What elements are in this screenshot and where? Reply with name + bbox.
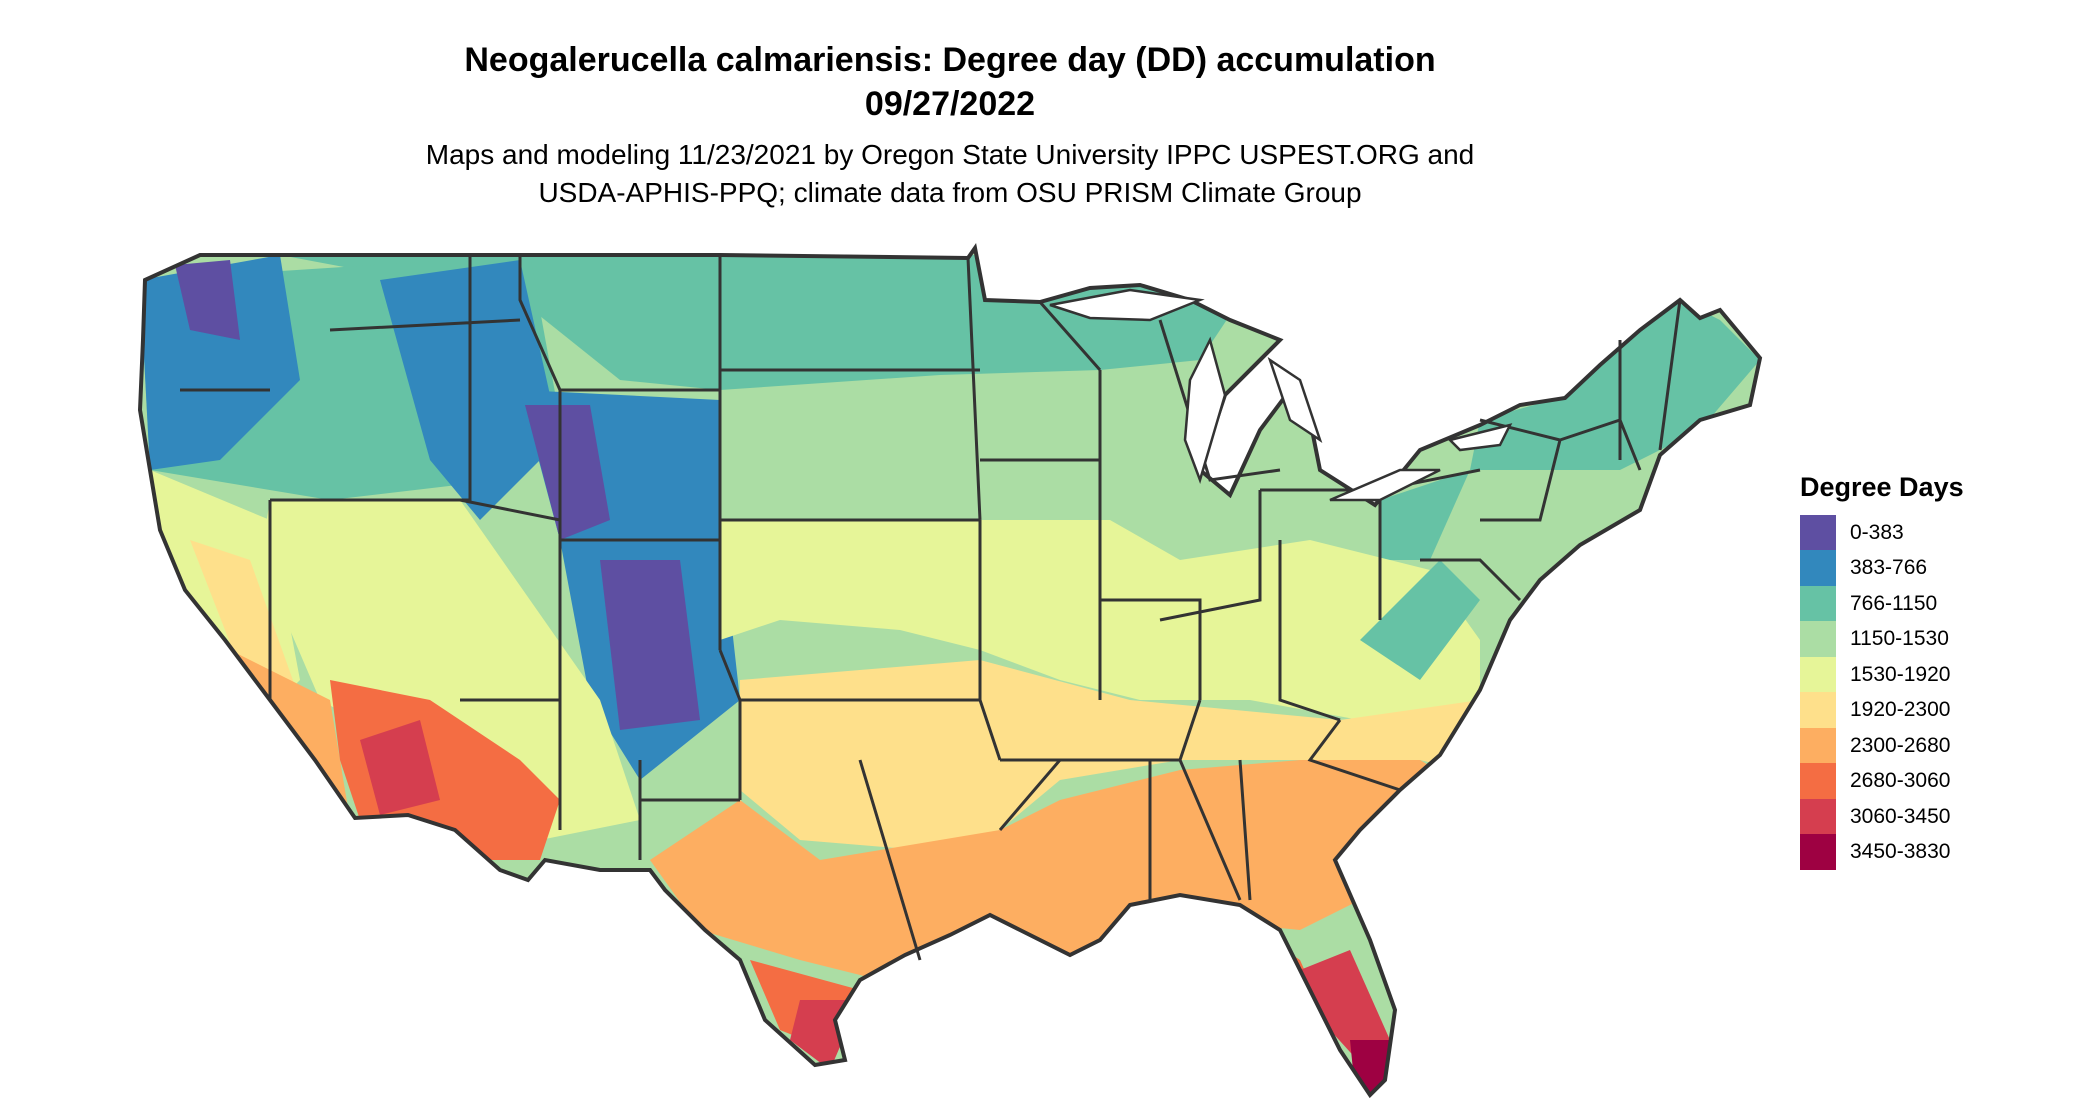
legend-swatch bbox=[1800, 585, 1836, 622]
zone-appalachian-north bbox=[1380, 470, 1470, 560]
legend-item: 3450-3830 bbox=[1800, 834, 1964, 871]
legend-item: 1920-2300 bbox=[1800, 692, 1964, 729]
legend-swatch bbox=[1800, 692, 1836, 729]
legend-label: 3450-3830 bbox=[1850, 840, 1951, 864]
map-title-date: 09/27/2022 bbox=[864, 85, 1036, 123]
great-lakes bbox=[1049, 288, 1513, 502]
zone-south-central bbox=[740, 660, 1520, 850]
map-subtitle: Maps and modeling 11/23/2021 by Oregon S… bbox=[0, 136, 1900, 212]
legend-swatch bbox=[1800, 798, 1836, 835]
legend-items: 0-383 383-766 766-1150 1150-1530 1530-1920 19… bbox=[1800, 514, 1964, 871]
legend-label: 2300-2680 bbox=[1850, 733, 1951, 757]
lake-superior bbox=[1049, 288, 1205, 322]
zone-cascades bbox=[140, 255, 300, 470]
legend-label: 1150-1530 bbox=[1850, 627, 1949, 651]
legend-swatch bbox=[1800, 763, 1836, 800]
legend-item: 766-1150 bbox=[1800, 585, 1964, 622]
map-subtitle-line2: USDA-APHIS-PPQ; climate data from OSU PR… bbox=[538, 177, 1362, 208]
map-subtitle-line1: Maps and modeling 11/23/2021 by Oregon S… bbox=[425, 139, 1475, 170]
legend-label: 2680-3060 bbox=[1850, 769, 1951, 793]
legend-label: 0-383 bbox=[1850, 520, 1904, 544]
lake-erie bbox=[1329, 468, 1441, 502]
lake-ontario bbox=[1447, 423, 1513, 452]
legend-label: 3060-3450 bbox=[1850, 804, 1951, 828]
legend-swatch bbox=[1800, 727, 1836, 764]
legend-title: Degree Days bbox=[1800, 472, 1964, 502]
zone-wyoming-peaks bbox=[525, 405, 610, 540]
legend-swatch bbox=[1800, 656, 1836, 693]
legend-swatch bbox=[1800, 550, 1836, 587]
legend-label: 383-766 bbox=[1850, 556, 1928, 580]
legend: Degree Days 0-383 383-766 766-1150 1150-153… bbox=[1800, 472, 1964, 871]
legend-item: 2680-3060 bbox=[1800, 763, 1964, 800]
zone-colorado-peaks bbox=[600, 560, 700, 730]
lake-huron bbox=[1267, 356, 1323, 444]
zone-south-texas bbox=[790, 1000, 860, 1070]
legend-item: 383-766 bbox=[1800, 550, 1964, 587]
lake-michigan bbox=[1183, 336, 1227, 484]
legend-swatch bbox=[1800, 834, 1836, 871]
legend-label: 1920-2300 bbox=[1850, 698, 1951, 722]
zone-great-basin bbox=[260, 500, 640, 840]
legend-label: 1530-1920 bbox=[1850, 662, 1951, 686]
zone-appalachians bbox=[1360, 560, 1480, 680]
legend-label: 766-1150 bbox=[1850, 591, 1938, 615]
zone-northeast bbox=[1470, 300, 1760, 470]
legend-swatch bbox=[1800, 621, 1836, 658]
zone-lower-colorado-river bbox=[360, 720, 440, 815]
legend-swatch bbox=[1800, 514, 1836, 551]
map-title: Neogalerucella calmariensis: Degree day … bbox=[0, 38, 1900, 126]
legend-item: 3060-3450 bbox=[1800, 798, 1964, 835]
state-boundaries bbox=[138, 246, 1762, 1097]
zone-cascade-peaks bbox=[175, 260, 240, 340]
legend-item: 1150-1530 bbox=[1800, 621, 1964, 658]
legend-item: 0-383 bbox=[1800, 514, 1964, 551]
map-title-species: Neogalerucella calmariensis: Degree day … bbox=[464, 41, 1436, 79]
legend-item: 2300-2680 bbox=[1800, 727, 1964, 764]
legend-item: 1530-1920 bbox=[1800, 656, 1964, 693]
